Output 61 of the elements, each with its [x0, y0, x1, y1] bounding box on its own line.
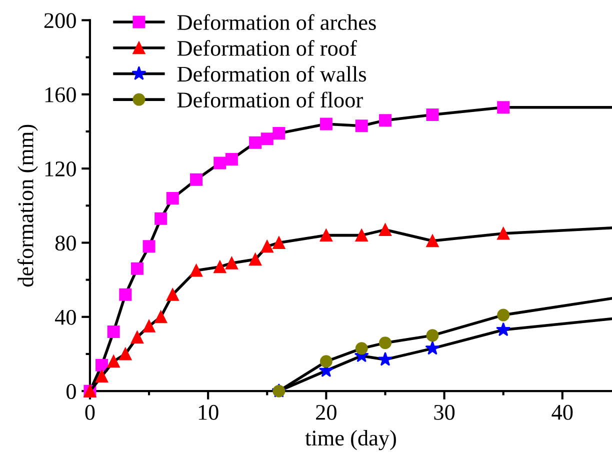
point — [96, 370, 108, 382]
y-tick-label: 160 — [45, 87, 76, 102]
point — [166, 288, 179, 301]
y-tick-label: 40 — [54, 310, 76, 325]
point — [190, 173, 203, 186]
legend-label: Deformation of walls — [177, 66, 366, 82]
point — [378, 223, 392, 236]
point — [378, 336, 392, 350]
point — [142, 240, 156, 253]
point — [214, 156, 226, 170]
point — [355, 120, 368, 132]
point — [355, 342, 368, 355]
point — [225, 153, 238, 166]
x-axis-title: time (day) — [305, 430, 396, 450]
x-tick-label: 10 — [198, 404, 218, 420]
point — [320, 229, 332, 242]
legend-label: Deformation of roof — [177, 40, 357, 56]
point — [154, 212, 168, 225]
point — [378, 352, 393, 366]
point — [260, 132, 274, 146]
point — [497, 227, 510, 240]
x-tick-label: 20 — [316, 404, 336, 420]
point — [225, 256, 238, 270]
point — [496, 322, 511, 336]
point — [320, 118, 332, 130]
y-axis-title: deformation (mm) — [18, 124, 38, 287]
y-tick-label: 120 — [45, 161, 76, 176]
point — [190, 264, 203, 277]
y-tick-label: 200 — [44, 13, 76, 28]
point — [142, 320, 156, 332]
point — [355, 229, 368, 242]
point — [426, 108, 439, 122]
point — [320, 355, 332, 368]
point — [154, 310, 168, 324]
point — [107, 325, 120, 338]
point — [119, 348, 132, 360]
point — [497, 308, 510, 322]
point — [96, 358, 108, 372]
point — [425, 340, 440, 355]
point — [166, 192, 179, 204]
point — [497, 101, 510, 114]
x-tick-label: 40 — [552, 404, 573, 420]
legend-label: Deformation of floor — [177, 92, 363, 108]
point — [426, 329, 439, 342]
point — [249, 253, 262, 266]
point — [378, 114, 392, 127]
point — [107, 355, 120, 368]
point — [130, 331, 144, 344]
y-tick-label: 0 — [66, 384, 76, 399]
x-tick-label: 30 — [434, 404, 455, 420]
point — [214, 260, 226, 274]
point — [260, 240, 274, 253]
point — [119, 288, 132, 301]
point — [272, 236, 286, 249]
y-tick-label: 80 — [55, 236, 76, 251]
legend-label: Deformation of arches — [177, 14, 376, 30]
point — [130, 262, 144, 275]
x-tick-label: 0 — [85, 404, 95, 420]
point — [272, 127, 286, 140]
point — [426, 234, 439, 248]
point — [249, 136, 262, 149]
